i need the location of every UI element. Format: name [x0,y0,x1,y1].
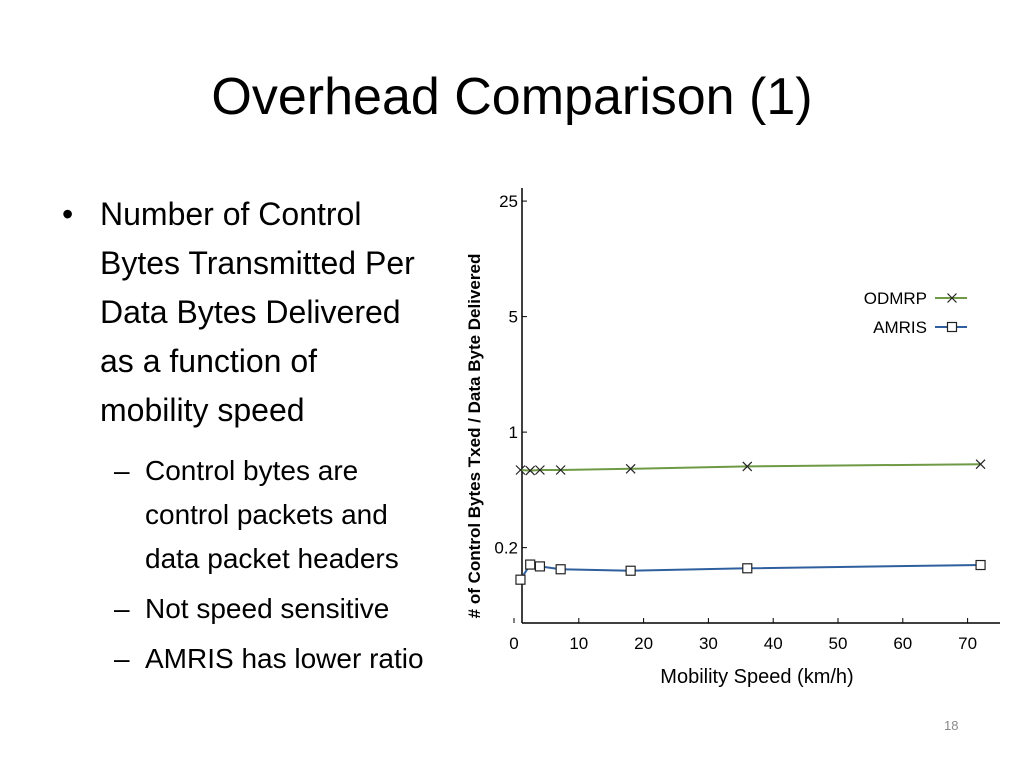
bullet-line: Bytes Transmitted Per [100,245,415,281]
x-tick-label: 10 [569,634,588,653]
x-tick-label: 20 [634,634,653,653]
legend-label-amris: AMRIS [873,318,927,337]
square-marker [525,559,536,570]
chart-axes [521,188,1000,624]
bullet-list: • Number of Control Bytes Transmitted Pe… [62,190,482,681]
sub-bullet-line: AMRIS has lower ratio [145,643,424,674]
y-tick-label: 25 [499,192,518,211]
overhead-line-chart: 0 10 20 30 40 50 60 70 0.2 1 5 25 ODMRP AMRIS Mobil… [465,188,1000,688]
x-marker [625,463,636,474]
sub-bullet-marker: – [114,455,130,486]
sub-bullet-item: – Not speed sensitive [62,587,482,631]
y-tick-label: 0.2 [494,539,518,558]
legend-square-marker [946,321,958,333]
square-marker [555,564,566,575]
square-marker [625,565,636,576]
y-tick-label: 1 [509,423,518,442]
y-tick-label: 5 [509,308,518,327]
bullet-line: mobility speed [100,392,305,428]
y-axis-label: # of Control Bytes Txed / Data Byte Deli… [465,254,484,619]
slide-number: 18 [944,718,959,733]
bullet-item: • Number of Control Bytes Transmitted Pe… [62,190,482,435]
series-markers [515,459,986,585]
x-tick-label: 30 [699,634,718,653]
x-axis-ticks: 0 10 20 30 40 50 60 70 [509,618,977,653]
legend-label-odmrp: ODMRP [864,289,927,308]
bullet-marker: • [62,196,74,232]
x-marker [525,465,536,476]
series-lines [519,463,981,581]
x-marker [742,461,753,472]
chart-legend: ODMRP AMRIS [864,289,967,337]
y-axis-ticks: 0.2 1 5 25 [494,192,527,558]
x-tick-label: 70 [958,634,977,653]
x-tick-label: 60 [893,634,912,653]
x-tick-label: 0 [509,634,518,653]
x-marker [555,465,566,475]
square-marker [742,563,753,574]
bullet-line: Data Bytes Delivered [100,294,401,330]
x-marker [515,465,526,475]
square-marker [534,561,546,572]
x-marker [534,465,545,475]
sub-bullet-line: Control bytes are [145,455,359,486]
legend-x-marker [947,293,957,303]
slide-title: Overhead Comparison (1) [211,68,813,126]
x-axis-label: Mobility Speed (km/h) [660,666,853,688]
sub-bullet-item: – Control bytes are control packets and … [62,449,482,581]
x-marker [975,459,986,470]
sub-bullet-line: control packets and [145,499,388,530]
sub-bullet-item: – AMRIS has lower ratio [62,637,482,681]
sub-bullet-line: Not speed sensitive [145,593,390,624]
x-tick-label: 40 [764,634,783,653]
sub-bullet-marker: – [114,593,130,624]
bullet-line: as a function of [100,343,318,379]
square-marker [975,559,986,571]
square-marker [515,574,526,585]
x-tick-label: 50 [829,634,848,653]
bullet-line: Number of Control [100,196,362,232]
sub-bullet-line: data packet headers [145,543,399,574]
sub-bullet-marker: – [114,643,130,674]
